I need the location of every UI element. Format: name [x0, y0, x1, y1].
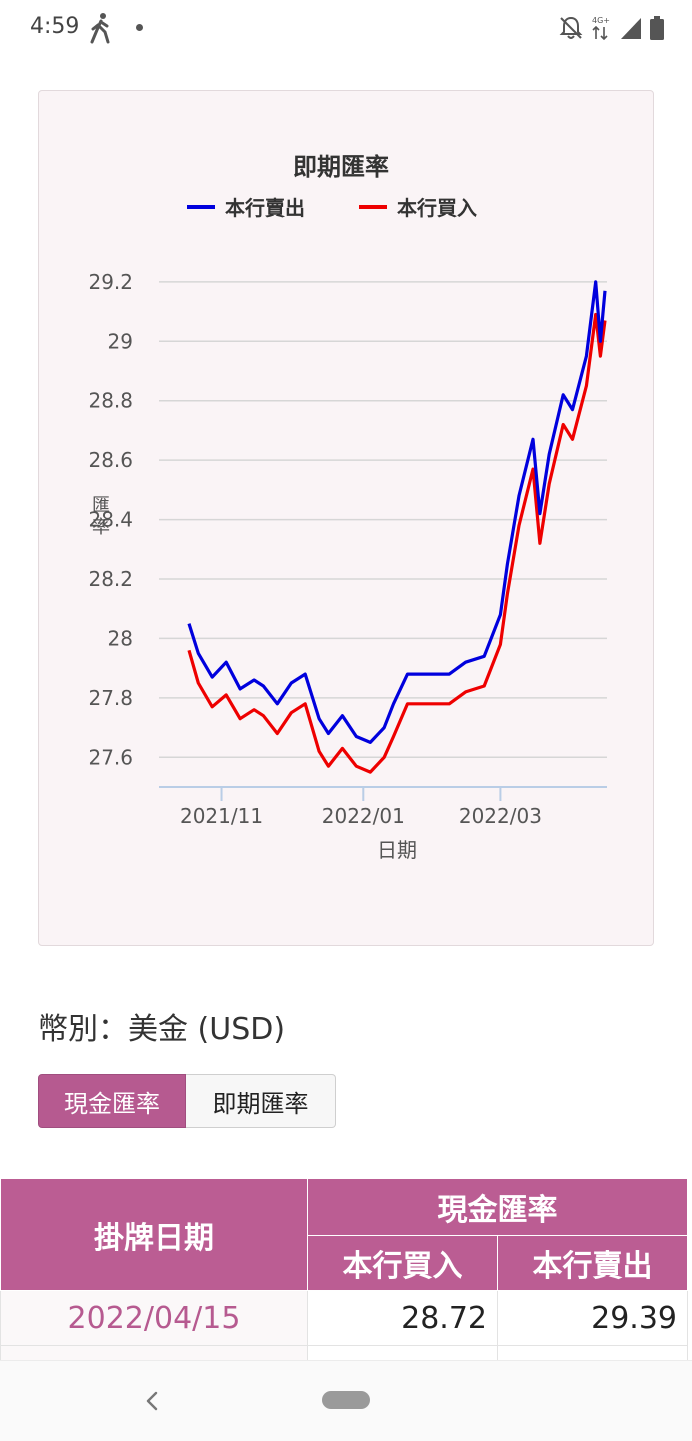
- buy-column-header: 本行買入: [307, 1235, 498, 1291]
- y-tick-label: 28: [108, 626, 133, 650]
- svg-text:4G+: 4G+: [592, 16, 610, 25]
- legend-label-buy: 本行買入: [397, 196, 477, 220]
- x-tick-label: 2021/11: [180, 804, 263, 828]
- sell-column-header: 本行賣出: [497, 1235, 688, 1291]
- y-tick-label: 28.2: [88, 567, 133, 591]
- chart-title: 即期匯率: [293, 153, 389, 181]
- signal-icon: [621, 18, 641, 39]
- spot-rate-chart-card: 即期匯率 本行賣出 本行買入 29.2 29 28.8 28.6 28.4 28.2 28 2…: [38, 90, 654, 946]
- home-pill-icon[interactable]: [322, 1391, 370, 1409]
- y-tick-label: 27.8: [88, 686, 133, 710]
- x-tick-label: 2022/01: [322, 804, 405, 828]
- notification-dot-icon: [136, 24, 143, 31]
- sell-cell: 29.39: [497, 1290, 688, 1346]
- y-tick-label: 28.4: [88, 508, 133, 532]
- x-tick-label: 2022/03: [459, 804, 542, 828]
- y-axis-label: 匯率: [92, 495, 110, 538]
- rate-type-toggle: 現金匯率 即期匯率: [38, 1074, 336, 1128]
- walking-icon: [90, 13, 110, 44]
- y-tick-label: 29: [108, 329, 133, 353]
- spot-rate-chart: 即期匯率 本行賣出 本行買入 29.2 29 28.8 28.6 28.4 28.2 28 2…: [88, 153, 607, 862]
- cash-rate-table: 掛牌日期 現金匯率 本行買入 本行賣出 2022/04/15 28.72 29.…: [0, 1178, 688, 1401]
- back-icon[interactable]: [140, 1387, 164, 1415]
- date-cell: 2022/04/15: [0, 1290, 308, 1346]
- y-tick-label: 28.8: [88, 389, 133, 413]
- y-tick-label: 28.6: [88, 448, 133, 472]
- system-nav-bar: [0, 1360, 692, 1441]
- y-tick-label: 27.6: [88, 745, 133, 769]
- buy-cell: 28.72: [307, 1290, 498, 1346]
- network-4g-icon: 4G+: [592, 16, 610, 41]
- series-line-buy: [187, 312, 607, 774]
- spot-rate-tab[interactable]: 即期匯率: [186, 1074, 336, 1128]
- y-tick-label: 29.2: [88, 270, 133, 294]
- status-bar: 4:59 4G+: [0, 0, 692, 56]
- table-row: 2022/04/15 28.72 29.39: [0, 1290, 688, 1346]
- chart-legend: 本行賣出 本行買入: [187, 196, 477, 220]
- bell-off-icon: [559, 16, 583, 39]
- cash-rate-group-header: 現金匯率: [307, 1178, 688, 1236]
- status-time: 4:59: [30, 14, 80, 39]
- status-icons: 4G+: [558, 14, 664, 42]
- legend-label-sell: 本行賣出: [225, 196, 305, 220]
- battery-icon: [650, 16, 664, 40]
- x-axis-label: 日期: [377, 838, 417, 862]
- date-column-header: 掛牌日期: [0, 1178, 308, 1291]
- series-line-sell: [187, 280, 607, 745]
- currency-label: 幣別：美金 (USD): [38, 1012, 286, 1047]
- cash-rate-tab[interactable]: 現金匯率: [38, 1074, 186, 1128]
